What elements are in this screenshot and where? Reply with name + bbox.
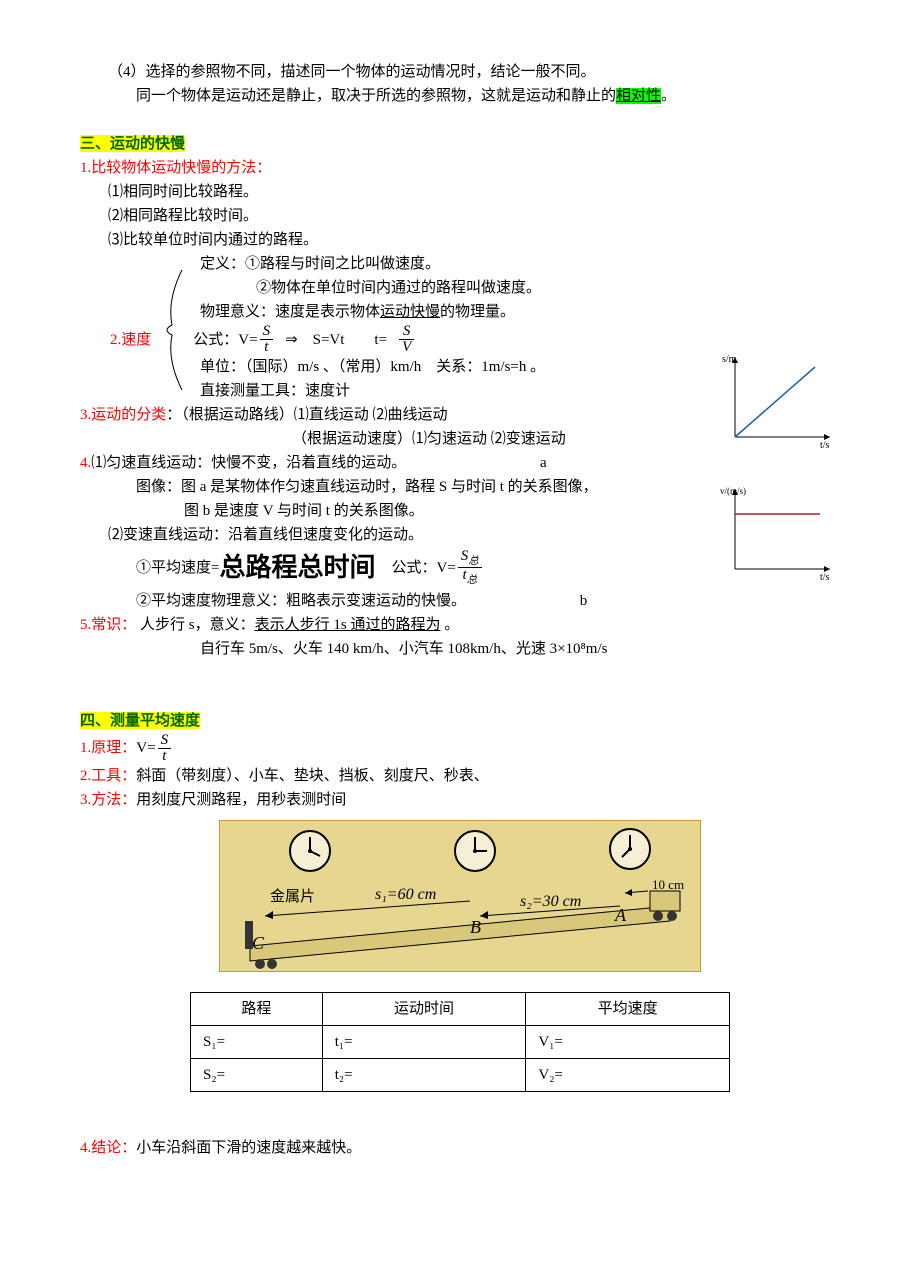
formula-imp: ⇒ S=Vt t= — [285, 328, 387, 352]
h4a: 4. — [80, 455, 91, 471]
relativity-term: 相对性 — [616, 88, 661, 104]
h4b: ⑴匀速直线运动：快慢不变，沿着直线的运动。 — [91, 455, 406, 471]
frac-s-v: SV — [399, 324, 414, 355]
sec4-t2: 斜面（带刻度）、小车、垫块、挡板、刻度尺、秒表、 — [136, 768, 489, 784]
avg2-line: ②平均速度物理意义：粗略表示变速运动的快慢。 b — [136, 589, 720, 613]
def3c: 的物理量。 — [440, 304, 515, 320]
section3-title: 三、运动的快慢 — [80, 132, 840, 156]
def2: ②物体在单位时间内通过的路程叫做速度。 — [256, 276, 720, 300]
graph-b-ylabel: v/(m/s) — [720, 486, 746, 496]
formula-label: 公式：V= — [193, 328, 257, 352]
col-distance: 路程 — [191, 992, 323, 1025]
experiment-diagram: 金属片 s₁=60 cm s₂=30 cm 10 cm A B C — [219, 820, 701, 972]
def1: 定义：①路程与时间之比叫做速度。 — [200, 252, 720, 276]
avg-formula-row: ①平均速度= 总路程总时间 公式：V= S总t总 — [136, 547, 720, 589]
sec4-title-text: 四、测量平均速度 — [80, 712, 200, 729]
img-desc2: 图 b 是速度 V 与时间 t 的关系图像。 — [184, 499, 720, 523]
def3: 物理意义：速度是表示物体运动快慢的物理量。 — [200, 300, 720, 324]
svg-text:10 cm: 10 cm — [652, 877, 684, 892]
c2: 自行车 5m/s、火车 140 km/h、小汽车 108km/h、光速 3×10… — [200, 637, 840, 661]
frac-stotal-ttotal: S总t总 — [458, 549, 482, 587]
graph-b: v/(m/s) t/s — [720, 484, 840, 584]
sec4-conclusion: 4.结论：小车沿斜面下滑的速度越来越快。 — [80, 1136, 840, 1160]
sec3-m1: ⑴相同时间比较路程。 — [108, 180, 840, 204]
sec3-h3: 3.运动的分类 — [80, 407, 166, 423]
sec4-f1: V= — [136, 736, 155, 760]
sec3-h5-row: 5.常识： 人步行 s，意义：表示人步行 1s 通过的路程为 。 — [80, 613, 840, 637]
graph-a: s/m t/s — [720, 352, 840, 452]
avg1a: ①平均速度= — [136, 556, 219, 580]
para4-line2: 同一个物体是运动还是静止，取决于所选的参照物，这就是运动和静止的相对性。 — [136, 84, 840, 108]
sec3-title-text: 三、运动的快慢 — [80, 135, 185, 152]
para4-line1: （4）选择的参照物不同，描述同一个物体的运动情况时，结论一般不同。 — [108, 60, 840, 84]
brace-icon — [157, 270, 187, 390]
sec3-h1: 1.比较物体运动快慢的方法： — [80, 156, 840, 180]
graph-a-xlabel: t/s — [820, 440, 830, 451]
unit-line: 单位：（国际）m/s 、（常用）km/h 关系：1m/s=h 。 — [200, 355, 720, 379]
cell-s2: S₂= — [191, 1058, 323, 1091]
avg2: ②平均速度物理意义：粗略表示变速运动的快慢。 — [136, 593, 466, 609]
label-a: a — [540, 455, 547, 471]
para4-line2c: 。 — [661, 88, 676, 104]
table-row: S₂= t₂= V₂= — [191, 1058, 730, 1091]
cls1: ：（根据运动路线）⑴直线运动 ⑵曲线运动 — [166, 407, 447, 423]
sec4-method-row: 3.方法：用刻度尺测路程，用秒表测时间 — [80, 788, 840, 812]
col-speed: 平均速度 — [526, 992, 730, 1025]
sec4-h2: 2.工具： — [80, 768, 136, 784]
cell-t1: t₁= — [322, 1025, 526, 1058]
svg-text:s₂=30 cm: s₂=30 cm — [520, 893, 581, 910]
svg-text:金属片: 金属片 — [270, 888, 315, 905]
graph-b-xlabel: t/s — [820, 572, 830, 583]
cell-v2: V₂= — [526, 1058, 730, 1091]
cell-s1: S₁= — [191, 1025, 323, 1058]
sec4-h3: 3.方法： — [80, 792, 136, 808]
sec3-h2: 2.速度 — [110, 328, 151, 352]
svg-text:s₁=60 cm: s₁=60 cm — [375, 886, 436, 903]
graph-a-ylabel: s/m — [722, 354, 737, 365]
svg-text:C: C — [252, 933, 265, 953]
def3a: 物理意义：速度是表示物体 — [200, 304, 380, 320]
sec3-m2: ⑵相同路程比较时间。 — [108, 204, 840, 228]
table-row: S₁= t₁= V₁= — [191, 1025, 730, 1058]
sec3-m3: ⑶比较单位时间内通过的路程。 — [108, 228, 840, 252]
avg1c: 公式：V= — [391, 556, 455, 580]
avg1b: 总路程总时间 — [219, 547, 375, 589]
cell-v1: V₁= — [526, 1025, 730, 1058]
c1c: 。 — [440, 617, 459, 633]
cell-t2: t₂= — [322, 1058, 526, 1091]
sec4-t3: 用刻度尺测路程，用秒表测时间 — [136, 792, 346, 808]
c1b: 表示人步行 1s 通过的路程为 — [255, 617, 441, 633]
def3b: 运动快慢 — [380, 304, 440, 320]
sec4-principle: 1.原理： V= St — [80, 733, 840, 764]
sec4-tools-row: 2.工具：斜面（带刻度）、小车、垫块、挡板、刻度尺、秒表、 — [80, 764, 840, 788]
frac-s-t-2: St — [158, 733, 172, 764]
var-motion: ⑵变速直线运动：沿着直线但速度变化的运动。 — [108, 523, 720, 547]
h5: 5.常识： — [80, 617, 136, 633]
label-b: b — [580, 593, 588, 609]
img-desc1: 图像：图 a 是某物体作匀速直线运动时，路程 S 与时间 t 的关系图像， — [136, 475, 720, 499]
section4-title: 四、测量平均速度 — [80, 709, 840, 733]
frac-s-t: St — [260, 324, 274, 355]
svg-text:B: B — [470, 917, 481, 937]
col-time: 运动时间 — [322, 992, 526, 1025]
tool-line: 直接测量工具：速度计 — [200, 379, 720, 403]
sec3-h3-row: 3.运动的分类：（根据运动路线）⑴直线运动 ⑵曲线运动 — [80, 403, 720, 427]
svg-text:A: A — [614, 905, 627, 925]
speed-table: 路程 运动时间 平均速度 S₁= t₁= V₁= S₂= t₂= V₂= — [190, 992, 730, 1092]
sec3-h4-row: 4.⑴匀速直线运动：快慢不变，沿着直线的运动。 a — [80, 451, 720, 475]
para4-line2a: 同一个物体是运动还是静止，取决于所选的参照物，这就是运动和静止的 — [136, 88, 616, 104]
cls2: （根据运动速度）⑴匀速运动 ⑵变速运动 — [292, 427, 720, 451]
c1a: 人步行 s，意义： — [140, 617, 255, 633]
sec4-t4: 小车沿斜面下滑的速度越来越快。 — [136, 1140, 361, 1156]
sec4-h4: 4.结论： — [80, 1140, 136, 1156]
sec4-h1: 1.原理： — [80, 736, 136, 760]
